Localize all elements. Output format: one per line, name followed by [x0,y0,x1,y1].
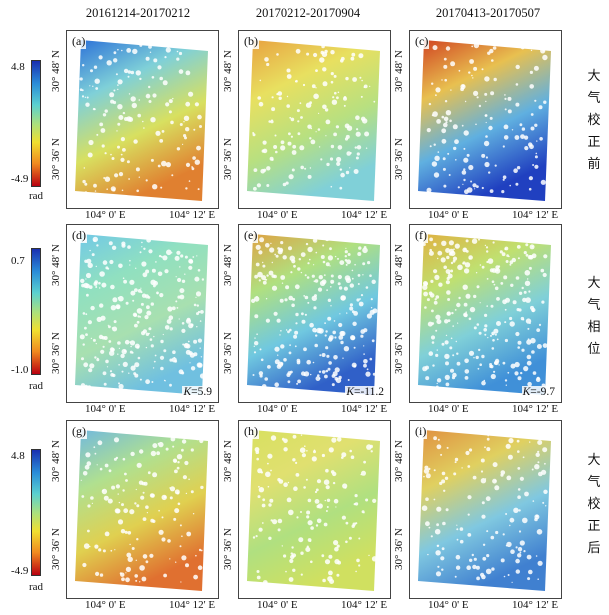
y-tick-label: 30° 36' N [50,528,62,570]
map-panel: (h)K [238,420,391,599]
row-label-3: 大气校正后 [587,453,601,556]
map-panel: (b)K [238,30,391,209]
x-tick-label: 104° 0' E [428,403,469,415]
colorbar-2-min: -1.0 [11,364,29,376]
x-tick-label: 104° 12' E [341,599,388,611]
map-raster [418,430,551,591]
x-tick-label: 104° 12' E [341,403,388,415]
x-tick-label: 104° 12' E [169,209,216,221]
map-raster [418,40,551,201]
y-tick-label: 30° 48' N [50,244,62,286]
y-tick-label: 30° 48' N [50,440,62,482]
map-raster [247,430,380,591]
colorbar-1-min: -4.9 [11,173,29,185]
map-raster [247,234,380,395]
colorbar-1 [31,60,41,187]
y-tick-label: 30° 36' N [222,332,234,374]
panel-label: (d) [71,228,87,243]
colorbar-2 [31,248,41,375]
x-tick-label: 104° 12' E [341,209,388,221]
y-tick-label: 30° 48' N [222,50,234,92]
panel-label: (i) [414,424,428,439]
panel-label: (g) [71,424,87,439]
y-tick-label: 30° 36' N [393,528,405,570]
panel-label: (h) [243,424,259,439]
x-tick-label: 104° 12' E [169,403,216,415]
column-title-3: 20170413-20170507 [435,6,541,20]
y-tick-label: 30° 48' N [393,440,405,482]
x-tick-label: 104° 0' E [257,209,298,221]
row-label-2: 大气相位 [587,276,601,357]
map-panel: (i)K [409,420,562,599]
map-raster [247,40,380,201]
panel-label: (b) [243,34,259,49]
colorbar-3-min: -4.9 [11,565,29,577]
y-tick-label: 30° 36' N [393,332,405,374]
map-raster [418,234,551,395]
map-panel: (g)K [66,420,219,599]
colorbar-1-max: 4.8 [11,61,25,73]
x-tick-label: 104° 0' E [257,599,298,611]
x-tick-label: 104° 0' E [85,599,126,611]
x-tick-label: 104° 0' E [85,209,126,221]
y-tick-label: 30° 48' N [393,50,405,92]
panel-label: (f) [414,228,428,243]
x-tick-label: 104° 0' E [257,403,298,415]
y-tick-label: 30° 36' N [222,528,234,570]
colorbar-3-unit: rad [29,581,44,593]
k-value: K=-11.2 [345,386,385,398]
y-tick-label: 30° 48' N [393,244,405,286]
row-label-1: 大气校正前 [587,69,601,172]
column-title-1: 20161214-20170212 [85,6,191,20]
x-tick-label: 104° 12' E [512,599,559,611]
colorbar-2-max: 0.7 [11,255,25,267]
colorbar-3 [31,449,41,576]
colorbar-2-unit: rad [29,380,44,392]
map-panel: (c)K [409,30,562,209]
x-tick-label: 104° 12' E [512,403,559,415]
panel-label: (e) [243,228,259,243]
x-tick-label: 104° 0' E [85,403,126,415]
x-tick-label: 104° 12' E [169,599,216,611]
y-tick-label: 30° 48' N [222,244,234,286]
colorbar-1-unit: rad [29,190,44,202]
k-value: K=5.9 [182,386,213,398]
x-tick-label: 104° 0' E [428,209,469,221]
map-panel: (f) K=-9.7 [409,224,562,403]
panel-label: (a) [71,34,87,49]
k-value: K=-9.7 [521,386,556,398]
map-raster [75,234,208,395]
y-tick-label: 30° 36' N [222,138,234,180]
colorbar-3-max: 4.8 [11,450,25,462]
y-tick-label: 30° 36' N [50,332,62,374]
map-raster [75,40,208,201]
x-tick-label: 104° 0' E [428,599,469,611]
map-panel: (e) K=-11.2 [238,224,391,403]
map-panel: (d) K=5.9 [66,224,219,403]
y-tick-label: 30° 48' N [222,440,234,482]
map-raster [75,430,208,591]
y-tick-label: 30° 48' N [50,50,62,92]
y-tick-label: 30° 36' N [50,138,62,180]
map-panel: (a)K [66,30,219,209]
y-tick-label: 30° 36' N [393,138,405,180]
column-title-2: 20170212-20170904 [255,6,361,20]
panel-label: (c) [414,34,430,49]
x-tick-label: 104° 12' E [512,209,559,221]
